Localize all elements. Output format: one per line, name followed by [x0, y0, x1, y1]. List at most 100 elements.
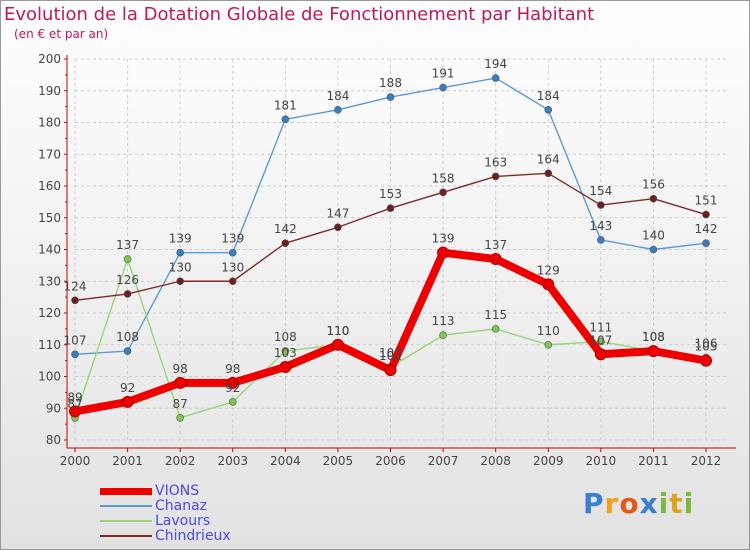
- data-point-vions: [69, 405, 81, 418]
- data-label-lavours: 110: [326, 324, 349, 338]
- data-label-chindrieux: 158: [432, 171, 455, 185]
- data-point-vions: [647, 345, 660, 358]
- data-point-lavours: [176, 413, 184, 422]
- data-point-chanaz: [281, 115, 290, 124]
- x-tick-label: 2000: [60, 454, 91, 468]
- data-label-chanaz: 143: [589, 219, 612, 233]
- data-label-chindrieux: 156: [642, 178, 665, 192]
- data-label-vions: 108: [642, 330, 665, 344]
- data-point-chindrieux: [281, 239, 290, 247]
- data-point-chanaz: [439, 83, 447, 92]
- data-label-chanaz: 139: [221, 232, 244, 246]
- data-point-vions: [594, 348, 607, 361]
- data-label-vions: 103: [274, 346, 297, 360]
- data-point-chindrieux: [176, 277, 184, 286]
- chart-title: Evolution de la Dotation Globale de Fonc…: [4, 4, 595, 25]
- logo-letter: x: [639, 487, 659, 520]
- data-label-lavours: 106: [695, 336, 718, 350]
- data-label-vions: 89: [67, 390, 82, 404]
- data-point-lavours: [281, 347, 290, 355]
- data-point-chindrieux: [544, 169, 553, 178]
- data-point-chindrieux: [228, 277, 237, 286]
- data-point-chanaz: [544, 106, 553, 114]
- x-tick-label: 2011: [638, 454, 669, 468]
- data-point-lavours: [544, 340, 553, 349]
- data-label-lavours: 87: [67, 397, 82, 411]
- data-point-chanaz: [649, 245, 658, 254]
- x-tick-label: 2010: [586, 454, 617, 468]
- data-label-chanaz: 139: [169, 232, 192, 246]
- x-tick-label: 2007: [428, 454, 459, 468]
- data-label-lavours: 92: [225, 381, 240, 395]
- axes: 80 90 100 110 120 130 140 150 160 170 180 190 200 200…: [38, 52, 736, 468]
- logo-letter: o: [619, 487, 640, 520]
- data-label-chindrieux: 142: [274, 222, 297, 236]
- data-label-vions: 98: [173, 362, 188, 376]
- data-label-lavours: 111: [589, 321, 612, 335]
- data-point-chanaz: [491, 74, 500, 82]
- data-label-chindrieux: 163: [484, 155, 507, 169]
- data-label-lavours: 113: [432, 314, 455, 328]
- logo-letter: t: [669, 487, 684, 520]
- data-point-chanaz: [228, 248, 237, 257]
- legend-label-chindrieux: Chindrieux: [155, 528, 231, 544]
- data-label-vions: 98: [225, 362, 240, 376]
- y-tick-label: 200: [38, 52, 61, 66]
- logo-letter: i: [658, 487, 670, 520]
- data-point-chanaz: [334, 106, 342, 114]
- y-tick-label: 170: [38, 147, 61, 161]
- data-point-vions: [121, 395, 134, 408]
- x-tick-label: 2009: [533, 454, 564, 468]
- data-label-chanaz: 184: [537, 89, 560, 103]
- data-label-chanaz: 107: [64, 333, 87, 347]
- data-label-vions: 102: [379, 349, 402, 363]
- data-label-vions: 110: [326, 324, 349, 338]
- data-point-vions: [174, 376, 187, 389]
- legend-label-vions: VIONS: [155, 483, 200, 499]
- y-tick-label: 140: [38, 243, 61, 257]
- x-tick-label: 2006: [375, 454, 406, 468]
- legend-label-chanaz: Chanaz: [155, 498, 208, 514]
- x-tick-label: 2002: [165, 454, 196, 468]
- y-tick-label: 130: [38, 274, 61, 288]
- data-point-vions: [437, 246, 450, 259]
- data-point-chindrieux: [71, 296, 79, 305]
- data-label-lavours: 110: [537, 324, 560, 338]
- data-label-lavours: 103: [379, 346, 402, 360]
- data-label-chanaz: 142: [695, 222, 718, 236]
- data-point-chindrieux: [386, 204, 395, 213]
- legend-swatch-chanaz: [100, 505, 152, 507]
- data-point-chanaz: [71, 350, 79, 359]
- logo-letter: P: [583, 487, 605, 520]
- data-point-lavours: [491, 325, 500, 333]
- x-tick-label: 2004: [270, 454, 301, 468]
- data-label-chanaz: 184: [326, 89, 349, 103]
- data-point-vions: [279, 360, 292, 373]
- x-tick-label: 2003: [217, 454, 248, 468]
- data-label-lavours: 137: [116, 238, 139, 252]
- logo-letter: i: [683, 487, 695, 520]
- legend-swatch-lavours: [100, 520, 152, 522]
- data-label-chindrieux: 126: [116, 273, 139, 287]
- data-label-vions: 139: [432, 232, 455, 246]
- data-point-chindrieux: [123, 290, 132, 298]
- proxiti-logo[interactable]: Proxiti: [583, 487, 694, 520]
- data-label-chanaz: 108: [116, 330, 139, 344]
- data-label-chanaz: 191: [432, 67, 455, 81]
- data-label-vions: 129: [537, 263, 560, 277]
- data-label-chindrieux: 130: [221, 260, 244, 274]
- y-tick-label: 160: [38, 179, 61, 193]
- x-tick-label: 2005: [323, 454, 354, 468]
- data-label-chindrieux: 154: [589, 184, 612, 198]
- data-label-chanaz: 181: [274, 98, 297, 112]
- data-point-lavours: [597, 337, 605, 346]
- y-tick-label: 150: [38, 211, 61, 225]
- data-label-lavours: 108: [642, 330, 665, 344]
- data-label-chindrieux: 147: [326, 206, 349, 220]
- data-point-chindrieux: [439, 188, 447, 197]
- data-label-lavours: 108: [274, 330, 297, 344]
- x-tick-label: 2001: [112, 454, 143, 468]
- data-label-vions: 105: [695, 340, 718, 354]
- data-point-lavours: [123, 255, 132, 263]
